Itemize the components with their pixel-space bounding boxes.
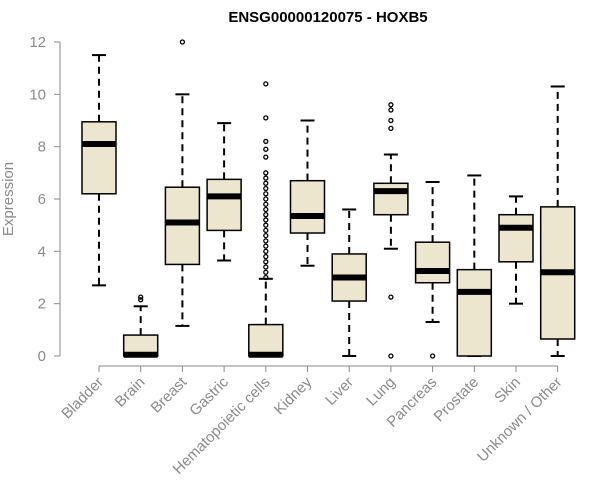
x-tick-label: Prostate	[431, 374, 483, 426]
chart-title: ENSG00000120075 - HOXB5	[228, 9, 427, 26]
box-iqr	[81, 121, 117, 195]
box-group	[122, 294, 159, 358]
box-group	[248, 81, 284, 358]
outlier-point	[263, 191, 269, 197]
x-tick-label: Bladder	[58, 374, 107, 423]
outlier-point	[263, 227, 269, 234]
outlier-point	[263, 274, 269, 281]
outlier-point	[263, 212, 269, 218]
outlier-point	[263, 81, 269, 87]
outlier-point	[263, 206, 269, 213]
y-tick-label: 2	[38, 296, 46, 313]
x-tick-label: Lung	[363, 374, 399, 410]
outlier-point	[263, 138, 269, 145]
box-iqr	[498, 213, 534, 263]
box-iqr	[289, 179, 326, 234]
outlier-point	[263, 264, 269, 270]
outlier-point	[263, 248, 269, 254]
box-group	[206, 122, 242, 262]
box-iqr	[248, 323, 284, 357]
y-tick-label: 4	[38, 243, 46, 260]
y-tick-label: 10	[29, 86, 46, 103]
y-tick-label: 8	[38, 139, 46, 156]
outlier-point	[388, 107, 394, 113]
box-group	[414, 180, 451, 359]
box-group	[373, 102, 409, 359]
outlier-point	[179, 39, 186, 45]
outlier-point	[263, 232, 269, 239]
outlier-point	[138, 297, 144, 303]
outlier-point	[263, 201, 269, 207]
outlier-point	[388, 294, 394, 300]
box-iqr	[373, 182, 409, 216]
outlier-point	[263, 238, 269, 244]
y-axis: 0 2 4 6 8 10 12	[29, 34, 61, 365]
box-group	[456, 174, 493, 357]
box-group	[81, 54, 117, 287]
y-tick-label: 12	[29, 34, 46, 51]
outlier-point	[263, 196, 269, 202]
box-iqr	[414, 241, 451, 284]
outlier-point	[388, 125, 394, 132]
x-tick-label: Breast	[148, 373, 191, 416]
outlier-point	[388, 353, 394, 359]
outlier-point	[263, 170, 269, 176]
outlier-point	[263, 175, 269, 181]
outlier-point	[263, 217, 269, 223]
outlier-point	[138, 294, 144, 300]
box-iqr	[164, 186, 201, 266]
box-group	[331, 208, 367, 357]
outlier-point	[263, 222, 269, 228]
outlier-point	[263, 115, 269, 121]
outlier-point	[263, 259, 269, 265]
x-tick-label: Kidney	[271, 373, 316, 418]
outlier-point	[263, 180, 269, 186]
y-axis-label: Expression	[0, 162, 17, 236]
box-group	[498, 195, 534, 305]
x-tick-label: Liver	[322, 374, 357, 409]
outlier-point	[388, 102, 394, 108]
box-group	[289, 119, 326, 267]
outlier-point	[263, 269, 269, 275]
outlier-point	[388, 117, 394, 124]
y-tick-label: 6	[38, 191, 46, 208]
outlier-point	[429, 353, 436, 359]
outlier-point	[263, 146, 269, 152]
box-iqr	[456, 268, 493, 357]
box-group	[539, 85, 576, 357]
box-iqr	[206, 178, 242, 232]
boxes	[81, 39, 576, 359]
outlier-point	[263, 154, 269, 160]
x-tick-label: Brain	[112, 374, 149, 411]
outlier-point	[263, 243, 269, 249]
box-group	[164, 39, 201, 327]
outlier-point	[263, 253, 269, 260]
x-tick-label: Skin	[491, 374, 524, 407]
y-tick-label: 0	[38, 348, 46, 365]
outlier-point	[263, 185, 269, 192]
